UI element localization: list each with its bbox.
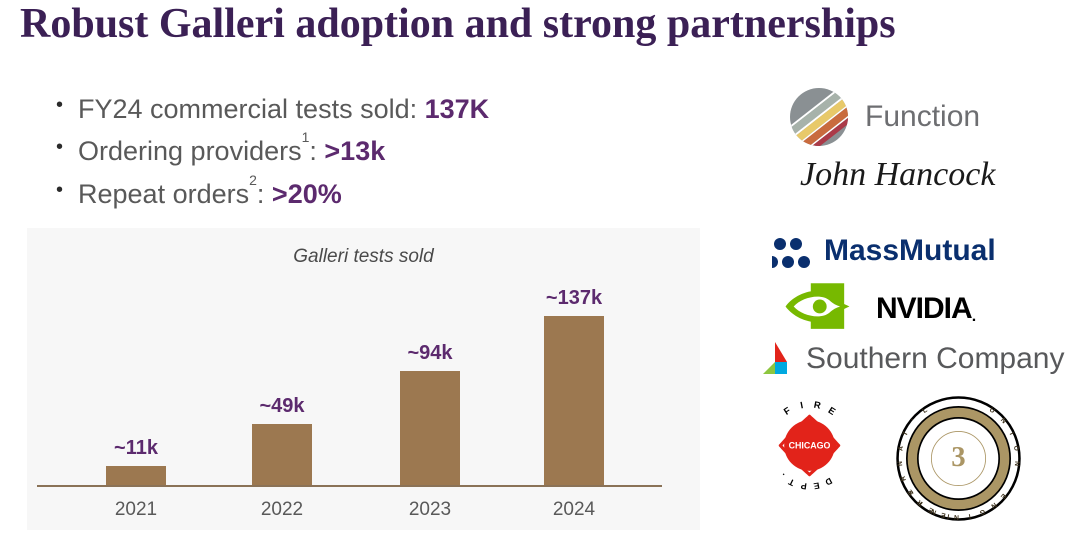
svg-text:P: P — [800, 481, 807, 492]
svg-text:N: N — [897, 461, 904, 467]
svg-text:N: N — [954, 513, 959, 520]
svg-text:T: T — [786, 476, 796, 488]
svg-text:N: N — [1013, 461, 1020, 467]
svg-text:3: 3 — [951, 441, 965, 473]
svg-text:F: F — [782, 405, 793, 417]
svg-text:CHICAGO: CHICAGO — [789, 441, 831, 451]
svg-text:E: E — [813, 480, 821, 491]
svg-text:I: I — [799, 400, 804, 411]
svg-text:D: D — [823, 476, 834, 488]
svg-text:E: E — [826, 405, 837, 418]
svg-text:R: R — [813, 400, 822, 412]
svg-text:.: . — [778, 471, 787, 480]
